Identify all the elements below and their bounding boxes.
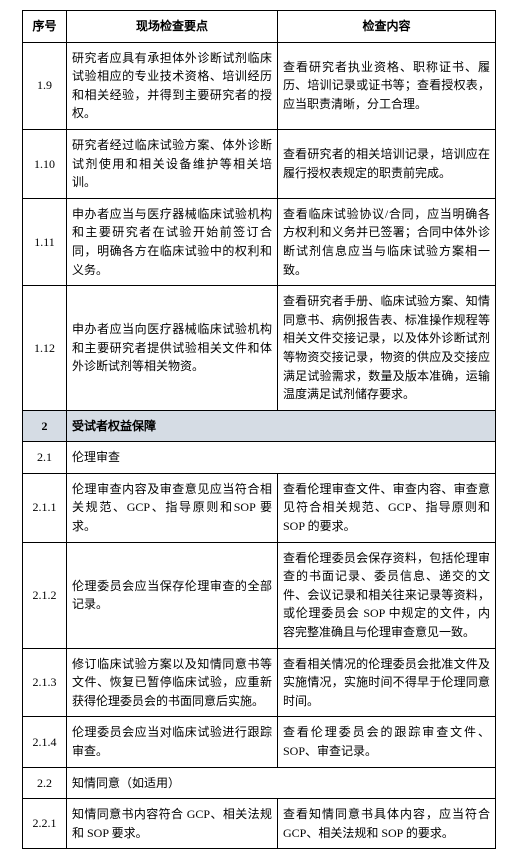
row-num: 2.1.3 xyxy=(23,648,67,717)
table-row: 2受试者权益保障 xyxy=(23,410,496,442)
row-num: 1.10 xyxy=(23,129,67,198)
table-row: 1.12申办者应当向医疗器械临床试验机构和主要研究者提供试验相关文件和体外诊断试… xyxy=(23,286,496,411)
header-point: 现场检查要点 xyxy=(67,11,278,43)
row-content: 查看伦理委员会的跟踪审查文件、SOP、审查记录。 xyxy=(278,717,496,767)
row-content: 查看伦理审查文件、审查内容、审查意见符合相关规范、GCP、指导原则和 SOP 的… xyxy=(278,473,496,542)
inspection-table: 序号 现场检查要点 检查内容 1.9研究者应具有承担体外诊断试剂临床试验相应的专… xyxy=(22,10,496,849)
row-content: 查看相关情况的伦理委员会批准文件及实施情况，实施时间不得早于伦理同意时间。 xyxy=(278,648,496,717)
table-row: 2.1.1伦理审查内容及审查意见应当符合相关规范、GCP、指导原则和SOP 要求… xyxy=(23,473,496,542)
table-row: 1.10研究者经过临床试验方案、体外诊断试剂使用和相关设备维护等相关培训。查看研… xyxy=(23,129,496,198)
row-point: 伦理审查内容及审查意见应当符合相关规范、GCP、指导原则和SOP 要求。 xyxy=(67,473,278,542)
row-content: 查看研究者手册、临床试验方案、知情同意书、病例报告表、标准操作规程等相关文件交接… xyxy=(278,286,496,411)
row-num: 2.2 xyxy=(23,767,67,799)
row-num: 1.11 xyxy=(23,198,67,285)
row-content: 查看研究者执业资格、职称证书、履历、培训记录或证书等；查看授权表，应当职责清晰，… xyxy=(278,42,496,129)
header-num: 序号 xyxy=(23,11,67,43)
table-row: 2.1.3修订临床试验方案以及知情同意书等文件、恢复已暂停临床试验，应重新获得伦… xyxy=(23,648,496,717)
row-point: 伦理委员会应当保存伦理审查的全部记录。 xyxy=(67,542,278,648)
row-point: 申办者应当向医疗器械临床试验机构和主要研究者提供试验相关文件和体外诊断试剂等相关… xyxy=(67,286,278,411)
row-point: 伦理委员会应当对临床试验进行跟踪审查。 xyxy=(67,717,278,767)
row-point: 研究者应具有承担体外诊断试剂临床试验相应的专业技术资格、培训经历和相关经验，并得… xyxy=(67,42,278,129)
row-num: 1.9 xyxy=(23,42,67,129)
table-row: 2.2.1知情同意书内容符合 GCP、相关法规和 SOP 要求。查看知情同意书具… xyxy=(23,799,496,849)
row-num: 2.1.2 xyxy=(23,542,67,648)
row-label: 伦理审查 xyxy=(67,442,496,474)
row-num: 2.2.1 xyxy=(23,799,67,849)
row-point: 知情同意书内容符合 GCP、相关法规和 SOP 要求。 xyxy=(67,799,278,849)
row-label: 知情同意（如适用） xyxy=(67,767,496,799)
table-row: 1.9研究者应具有承担体外诊断试剂临床试验相应的专业技术资格、培训经历和相关经验… xyxy=(23,42,496,129)
section-label: 受试者权益保障 xyxy=(67,410,496,442)
row-point: 申办者应当与医疗器械临床试验机构和主要研究者在试验开始前签订合同，明确各方在临床… xyxy=(67,198,278,285)
row-num: 1.12 xyxy=(23,286,67,411)
row-point: 修订临床试验方案以及知情同意书等文件、恢复已暂停临床试验，应重新获得伦理委员会的… xyxy=(67,648,278,717)
row-num: 2.1.1 xyxy=(23,473,67,542)
row-num: 2.1.4 xyxy=(23,717,67,767)
table-row: 1.11申办者应当与医疗器械临床试验机构和主要研究者在试验开始前签订合同，明确各… xyxy=(23,198,496,285)
table-row: 2.1伦理审查 xyxy=(23,442,496,474)
row-content: 查看研究者的相关培训记录，培训应在履行授权表规定的职责前完成。 xyxy=(278,129,496,198)
table-row: 2.2知情同意（如适用） xyxy=(23,767,496,799)
row-point: 研究者经过临床试验方案、体外诊断试剂使用和相关设备维护等相关培训。 xyxy=(67,129,278,198)
row-content: 查看伦理委员会保存资料，包括伦理审查的书面记录、委员信息、递交的文件、会议记录和… xyxy=(278,542,496,648)
row-num: 2.1 xyxy=(23,442,67,474)
table-row: 2.1.2伦理委员会应当保存伦理审查的全部记录。查看伦理委员会保存资料，包括伦理… xyxy=(23,542,496,648)
row-content: 查看知情同意书具体内容，应当符合GCP、相关法规和 SOP 的要求。 xyxy=(278,799,496,849)
row-num: 2 xyxy=(23,410,67,442)
row-content: 查看临床试验协议/合同，应当明确各方权利和义务并已签署；合同中体外诊断试剂信息应… xyxy=(278,198,496,285)
header-row: 序号 现场检查要点 检查内容 xyxy=(23,11,496,43)
header-content: 检查内容 xyxy=(278,11,496,43)
table-row: 2.1.4伦理委员会应当对临床试验进行跟踪审查。查看伦理委员会的跟踪审查文件、S… xyxy=(23,717,496,767)
